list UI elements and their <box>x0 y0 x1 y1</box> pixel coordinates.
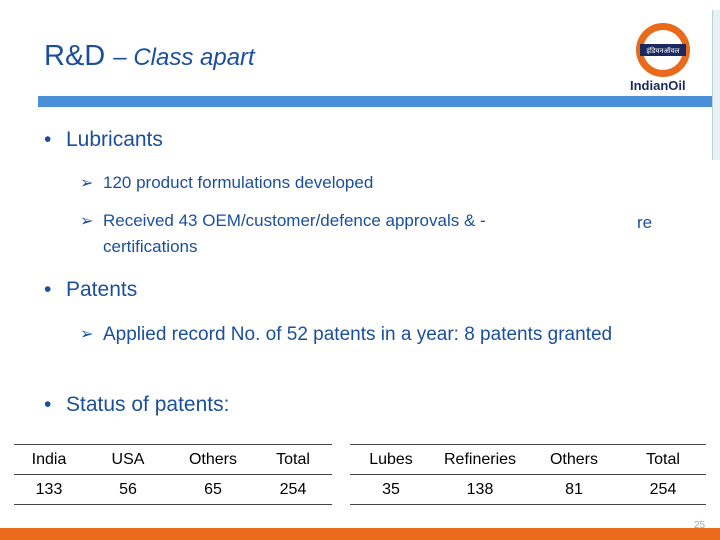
title-divider-bar <box>38 96 712 107</box>
arrow-bullet-icon: ➢ <box>80 213 94 230</box>
table-row: 133 56 65 254 <box>14 474 332 505</box>
footer-bar <box>0 528 720 540</box>
table-cell: 56 <box>84 474 172 505</box>
table-header-cell: Refineries <box>432 444 528 475</box>
bullet-status: • Status of patents: <box>44 393 230 416</box>
stray-text: re <box>637 213 653 232</box>
table-cell: 254 <box>254 474 332 505</box>
sub-bullet-patents-applied: Applied record No. of 52 patents in a ye… <box>103 324 613 345</box>
table-cell: 81 <box>528 474 620 505</box>
table-header-cell: Others <box>528 444 620 475</box>
table-cell: 35 <box>350 474 432 505</box>
bullet-label: Patents <box>66 278 138 301</box>
side-strip <box>712 10 720 160</box>
table-cell: 138 <box>432 474 528 505</box>
arrow-bullet-icon: ➢ <box>80 326 94 343</box>
table-cell: 133 <box>14 474 84 505</box>
bullet-lubricants: • Lubricants <box>44 128 163 151</box>
table-row: 35 138 81 254 <box>350 474 706 505</box>
table-header-cell: Total <box>620 444 706 475</box>
table-header-cell: Others <box>172 444 254 475</box>
sub-bullet-approvals: Received 43 OEM/customer/defence approva… <box>103 211 486 256</box>
title-subtitle: – Class apart <box>113 44 255 71</box>
title-main: R&D <box>44 40 106 72</box>
table-cell: 65 <box>172 474 254 505</box>
patents-by-country-table: India USA Others Total 133 56 65 254 <box>14 444 332 505</box>
logo-text: IndianOil <box>630 78 686 93</box>
bullet-label: Status of patents: <box>66 393 230 416</box>
logo-emblem-text: इंडियनऑयल <box>647 46 680 55</box>
indianoil-logo-icon: इंडियनऑयल <box>636 23 690 77</box>
patents-by-division-table: Lubes Refineries Others Total 35 138 81 … <box>350 444 706 505</box>
table-header-cell: India <box>14 444 84 475</box>
table-cell: 254 <box>620 474 706 505</box>
table-header-row: India USA Others Total <box>14 444 332 475</box>
sub-bullet-formulations: 120 product formulations developed <box>103 173 374 192</box>
bullet-patents: • Patents <box>44 278 138 301</box>
slide-title: R&D – Class apart <box>44 40 255 73</box>
table-header-cell: Lubes <box>350 444 432 475</box>
table-header-row: Lubes Refineries Others Total <box>350 444 706 475</box>
arrow-bullet-icon: ➢ <box>80 175 94 192</box>
table-header-cell: Total <box>254 444 332 475</box>
table-header-cell: USA <box>84 444 172 475</box>
bullet-label: Lubricants <box>66 128 163 151</box>
page-number: 25 <box>694 520 706 531</box>
